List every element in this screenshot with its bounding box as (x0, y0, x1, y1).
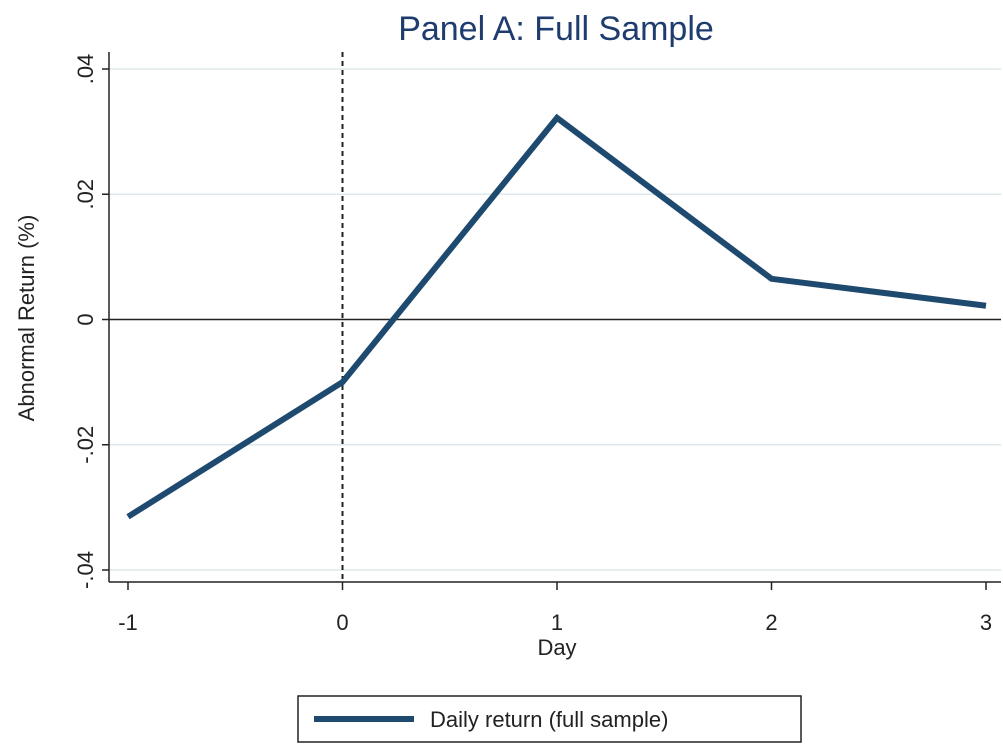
reference-lines (109, 52, 1001, 582)
axis-ticks: -.04 -.02 0 .02 .04 -1 0 1 2 3 (73, 54, 992, 635)
y-tick-label: .02 (73, 179, 98, 210)
y-axis-label: Abnormal Return (%) (14, 215, 39, 422)
series-lines (128, 118, 986, 517)
x-tick-label: -1 (118, 610, 138, 635)
legend-label: Daily return (full sample) (430, 707, 668, 732)
y-tick-label: 0 (73, 313, 98, 325)
x-tick-label: 3 (980, 610, 992, 635)
axes (109, 52, 1001, 582)
x-tick-label: 0 (336, 610, 348, 635)
chart-title: Panel A: Full Sample (398, 10, 714, 48)
x-tick-label: 2 (765, 610, 777, 635)
series-line (128, 118, 986, 517)
x-axis-label: Day (537, 635, 576, 660)
legend: Daily return (full sample) (298, 696, 801, 742)
y-tick-label: -.02 (73, 426, 98, 464)
y-tick-label: .04 (73, 54, 98, 85)
x-tick-label: 1 (551, 610, 563, 635)
y-tick-label: -.04 (73, 551, 98, 589)
